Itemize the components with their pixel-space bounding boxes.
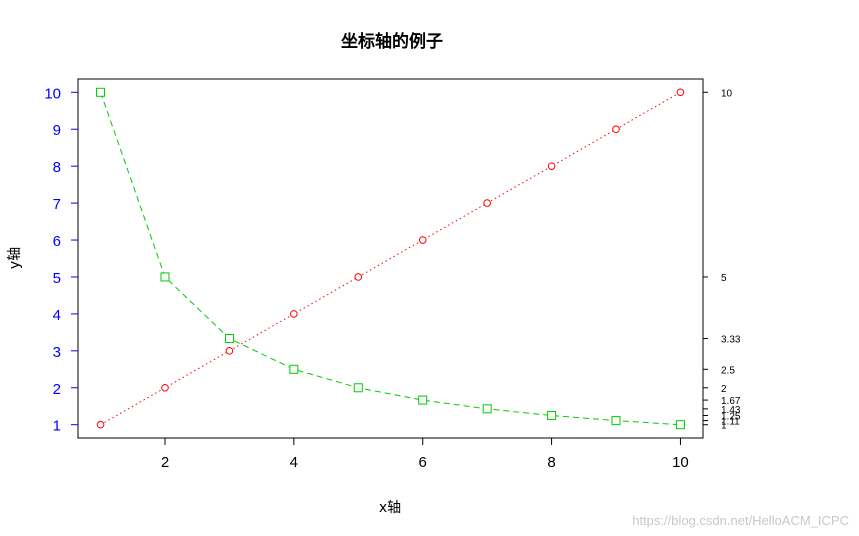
x-tick-label: 8 xyxy=(547,454,555,471)
watermark: https://blog.csdn.net/HelloACM_ICPC xyxy=(632,513,849,528)
series-2-point xyxy=(96,87,106,97)
y-right-tick-label: 1.11 xyxy=(721,417,740,428)
series-2-point xyxy=(675,420,685,430)
series-2-point xyxy=(353,383,363,393)
y-left-tick-label: 8 xyxy=(53,159,61,176)
series-1-point xyxy=(612,125,620,134)
series-2-point xyxy=(224,334,234,344)
y-right-tick-label: 1.43 xyxy=(721,405,741,416)
series-2-point xyxy=(611,416,621,426)
series-1-point xyxy=(290,310,298,318)
x-tick-label: 10 xyxy=(672,454,689,471)
x-tick-label: 6 xyxy=(419,454,427,471)
y-left-tick-label: 9 xyxy=(53,122,61,139)
series-1-point xyxy=(161,383,169,392)
y-right-tick-label: 1.67 xyxy=(721,396,741,407)
series-1-point xyxy=(483,199,491,207)
y-left-tick-label: 6 xyxy=(53,233,61,250)
series-1-point xyxy=(418,236,427,244)
y-right-tick-label: 2 xyxy=(721,384,727,395)
y-right-tick-label: 1 xyxy=(721,421,727,432)
series-2-line xyxy=(100,92,681,426)
series-2-point xyxy=(160,272,170,282)
series-1-point xyxy=(676,88,685,97)
series-1-point xyxy=(547,162,556,170)
y-right-tick-label: 10 xyxy=(721,88,733,99)
series-2-point xyxy=(289,364,299,374)
series-1-point xyxy=(225,347,234,355)
y-left-tick-label: 1 xyxy=(53,418,61,435)
series-2-point xyxy=(547,410,557,420)
y-left-tick-label: 7 xyxy=(53,196,61,213)
y-right-tick-label: 1.25 xyxy=(721,411,741,422)
y-left-tick-label: 3 xyxy=(53,344,61,361)
y-left-tick-label: 2 xyxy=(53,381,61,398)
y-right-tick-label: 2.5 xyxy=(721,365,735,376)
y-right-tick-label: 5 xyxy=(721,273,727,284)
y-left-tick-label: 5 xyxy=(53,270,61,287)
x-tick-label: 2 xyxy=(161,454,169,471)
y-axis-label: y轴 xyxy=(7,247,23,269)
y-right-tick-label: 3.33 xyxy=(721,335,741,346)
y-left-tick-label: 4 xyxy=(53,307,61,324)
y-left-tick-label: 10 xyxy=(44,85,61,102)
x-tick-label: 4 xyxy=(290,454,298,471)
series-1-point xyxy=(354,273,363,281)
series-1-point xyxy=(96,420,105,429)
x-axis-label: x轴 xyxy=(379,500,401,516)
chart-title: 坐标轴的例子 xyxy=(341,31,443,52)
series-2-point xyxy=(482,404,492,414)
plot-frame xyxy=(77,78,704,439)
series-1-line xyxy=(100,91,681,426)
series-2-point xyxy=(418,395,428,405)
